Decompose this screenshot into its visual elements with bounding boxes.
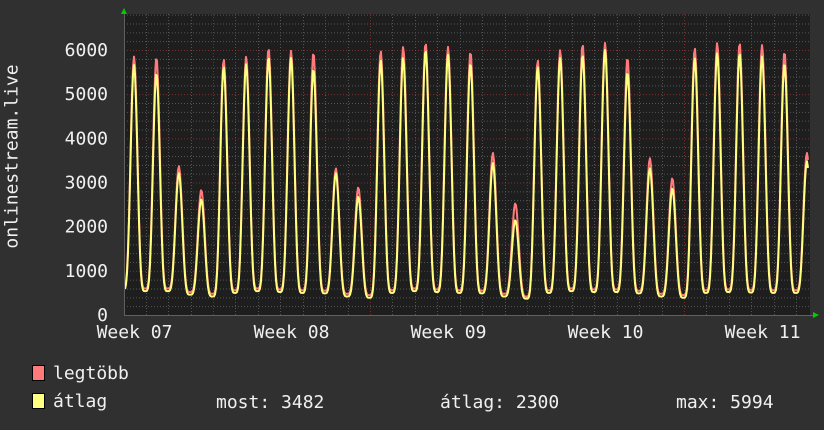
- x-axis-arrow-icon: [813, 312, 819, 318]
- stat-atlag: átlag: 2300: [440, 392, 560, 413]
- legend-item-legtobb: legtöbb: [32, 363, 129, 384]
- y-tick-label: 2000: [65, 217, 108, 238]
- y-axis-label: onlinestream.live: [1, 64, 23, 249]
- stat-max: max: 5994: [676, 392, 774, 413]
- x-tick-label: Week 10: [568, 322, 644, 343]
- y-tick-label: 1000: [65, 261, 108, 282]
- series-line-atlag: [124, 49, 809, 300]
- y-tick-label: 5000: [65, 84, 108, 105]
- y-tick-label: 6000: [65, 40, 108, 61]
- legend-label: legtöbb: [53, 363, 129, 384]
- y-tick-label: 3000: [65, 173, 108, 194]
- x-tick-label: Week 09: [411, 322, 487, 343]
- legend-swatch-legtobb: [32, 365, 45, 381]
- x-tick-label: Week 08: [254, 322, 330, 343]
- legend-swatch-atlag: [32, 393, 45, 409]
- y-axis-arrow-icon: [121, 8, 127, 14]
- y-tick-label: 4000: [65, 128, 108, 149]
- legend-item-atlag: átlag: [32, 391, 107, 412]
- stat-most: most: 3482: [216, 392, 325, 413]
- y-tick-label: 0: [97, 305, 108, 326]
- x-tick-label: Week 11: [725, 322, 801, 343]
- x-tick-label: Week 07: [97, 322, 173, 343]
- legend-label: átlag: [53, 391, 108, 412]
